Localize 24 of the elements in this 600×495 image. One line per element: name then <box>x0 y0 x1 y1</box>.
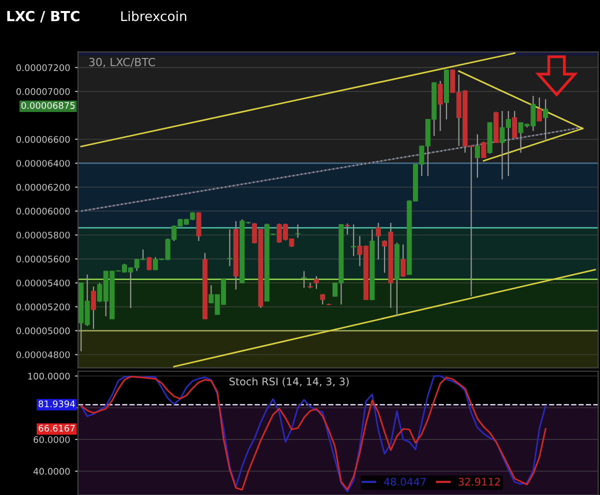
y-tick-label: 0.00006600 <box>16 136 70 143</box>
y-tick-label: 100.0000 <box>28 372 70 380</box>
y-tick-label: 40.0000 <box>33 468 70 475</box>
y-tick-label: 0.00005800 <box>16 232 70 239</box>
text: 0.00006875 <box>21 102 75 109</box>
y-tick-label: 0.00005200 <box>16 304 70 310</box>
legend-label: 48.0447 <box>384 478 426 486</box>
annotation: 30, LXC/BTC <box>89 58 156 68</box>
y-tick-label: 0.00006000 <box>16 208 70 215</box>
y-tick-label: 0.00004800 <box>16 351 70 358</box>
y-tick-label: 0.00005000 <box>16 327 70 334</box>
chart-title: LXC / BTC <box>7 10 80 22</box>
y-tick-label: 0.00006400 <box>16 160 70 167</box>
text: Stoch RSI (14, 14, 3, 3) <box>230 377 349 387</box>
y-tick-label: 60.0000 <box>34 436 70 444</box>
y-tick-label: 0.00005400 <box>16 280 70 286</box>
y-tick-label: 0.00007000 <box>16 88 70 96</box>
y-tick-label: 0.00007200 <box>16 64 70 72</box>
ref-line-label: 81.9394 <box>38 400 75 408</box>
legend-label: 32.9112 <box>458 478 500 486</box>
chart-subtitle: Librexcoin <box>121 10 186 22</box>
y-tick-label: 0.00006200 <box>16 184 70 191</box>
y-tick-label: 0.00005600 <box>16 256 70 262</box>
text: 66.6167 <box>38 424 75 432</box>
